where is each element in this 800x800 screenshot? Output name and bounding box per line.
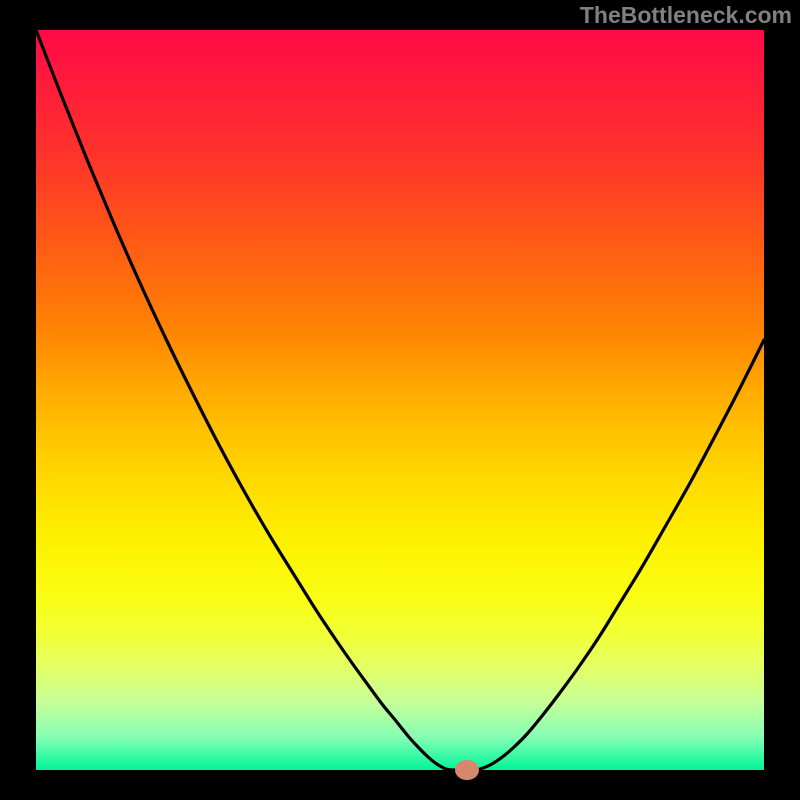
chart-container: TheBottleneck.com <box>0 0 800 800</box>
bottleneck-chart <box>0 0 800 800</box>
watermark-text: TheBottleneck.com <box>580 2 792 29</box>
optimal-point-marker <box>455 760 479 780</box>
gradient-background <box>36 30 764 770</box>
